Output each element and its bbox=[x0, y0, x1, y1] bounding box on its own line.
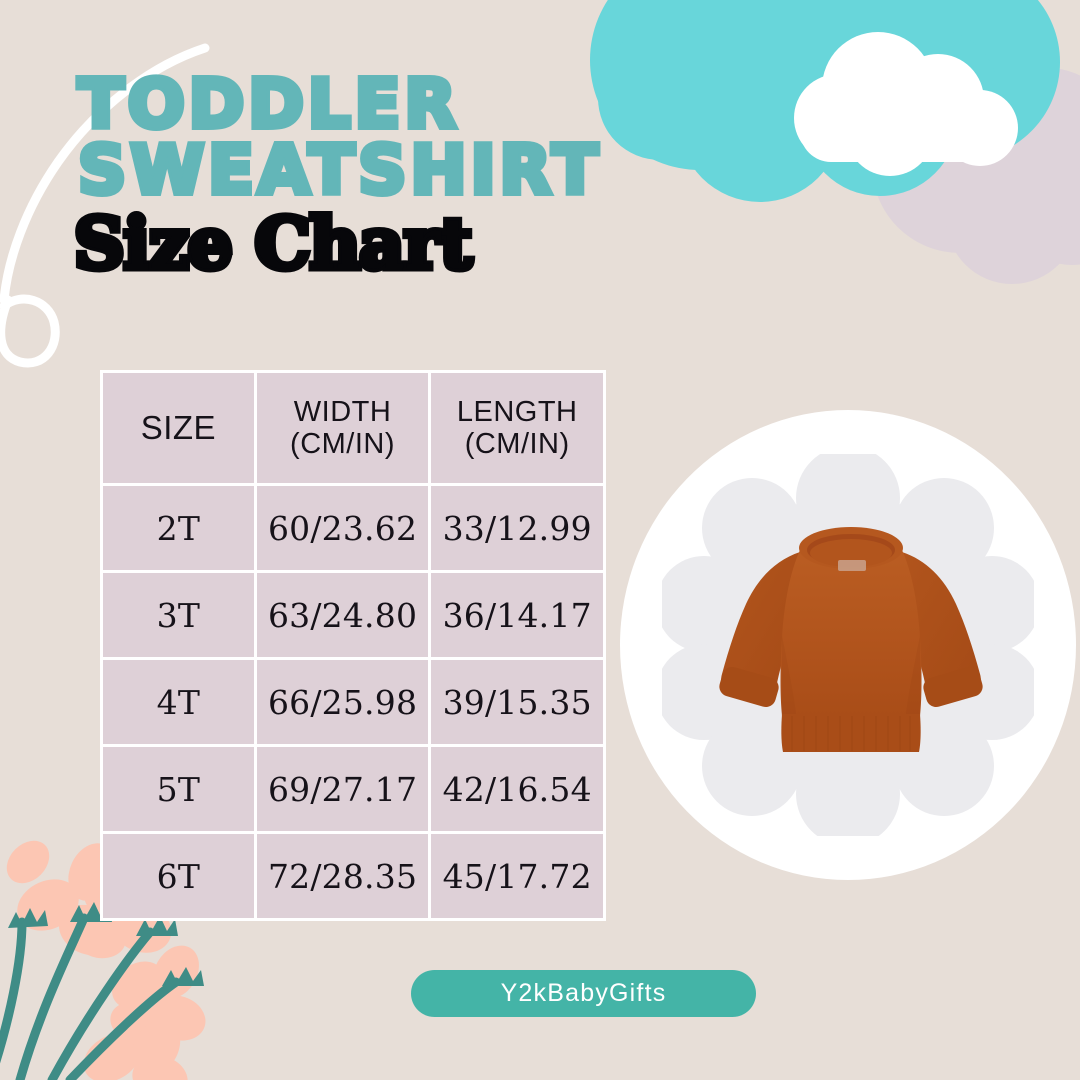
table-row: 5T 69/27.17 42/16.54 bbox=[103, 747, 603, 831]
column-header-width-line1: WIDTH bbox=[293, 395, 392, 428]
product-image-frame bbox=[620, 410, 1076, 880]
table-row: 2T 60/23.62 33/12.99 bbox=[103, 486, 603, 570]
cell-width: 69/27.17 bbox=[256, 747, 429, 831]
cell-width: 66/25.98 bbox=[256, 660, 429, 744]
cell-length: 42/16.54 bbox=[431, 747, 603, 831]
title-block: TODDLER SWEATSHIRT Size Chart bbox=[71, 65, 602, 283]
size-table: SIZE WIDTH (CM/IN) LENGTH (CM/IN) 2T 60/… bbox=[100, 370, 606, 921]
cloud-teal-icon bbox=[590, 0, 1060, 202]
cell-size: 6T bbox=[103, 834, 254, 918]
table-header-row: SIZE WIDTH (CM/IN) LENGTH (CM/IN) bbox=[103, 373, 603, 483]
table-row: 4T 66/25.98 39/15.35 bbox=[103, 660, 603, 744]
column-header-width-line2: (CM/IN) bbox=[290, 428, 396, 460]
cell-size: 3T bbox=[103, 573, 254, 657]
cell-width: 72/28.35 bbox=[256, 834, 429, 918]
page-subtitle: Size Chart bbox=[71, 202, 476, 286]
table-head: SIZE WIDTH (CM/IN) LENGTH (CM/IN) bbox=[103, 373, 603, 483]
column-header-width: WIDTH (CM/IN) bbox=[256, 373, 429, 483]
cloud-lavender-icon bbox=[872, 68, 1080, 284]
cell-length: 45/17.72 bbox=[431, 834, 603, 918]
cell-length: 33/12.99 bbox=[431, 486, 603, 570]
cell-width: 60/23.62 bbox=[256, 486, 429, 570]
column-header-length-line1: LENGTH bbox=[456, 395, 578, 428]
cell-size: 4T bbox=[103, 660, 254, 744]
scalloped-inner-shape bbox=[662, 454, 1034, 836]
cloud-white-icon bbox=[794, 32, 1018, 176]
cell-size: 2T bbox=[103, 486, 254, 570]
column-header-length: LENGTH (CM/IN) bbox=[431, 373, 603, 483]
page-title-line1: TODDLER bbox=[75, 65, 460, 143]
cell-size: 5T bbox=[103, 747, 254, 831]
table-row: 6T 72/28.35 45/17.72 bbox=[103, 834, 603, 918]
column-header-size: SIZE bbox=[103, 373, 254, 483]
sweatshirt-image bbox=[719, 527, 983, 752]
cell-width: 63/24.80 bbox=[256, 573, 429, 657]
table-body: 2T 60/23.62 33/12.99 3T 63/24.80 36/14.1… bbox=[103, 486, 603, 918]
column-header-length-line2: (CM/IN) bbox=[464, 428, 570, 460]
page-title-line2: SWEATSHIRT bbox=[75, 130, 602, 209]
table-row: 3T 63/24.80 36/14.17 bbox=[103, 573, 603, 657]
brand-badge-label: Y2kBabyGifts bbox=[500, 979, 667, 1007]
cell-length: 39/15.35 bbox=[431, 660, 603, 744]
brand-badge[interactable]: Y2kBabyGifts bbox=[411, 970, 756, 1017]
cell-length: 36/14.17 bbox=[431, 573, 603, 657]
